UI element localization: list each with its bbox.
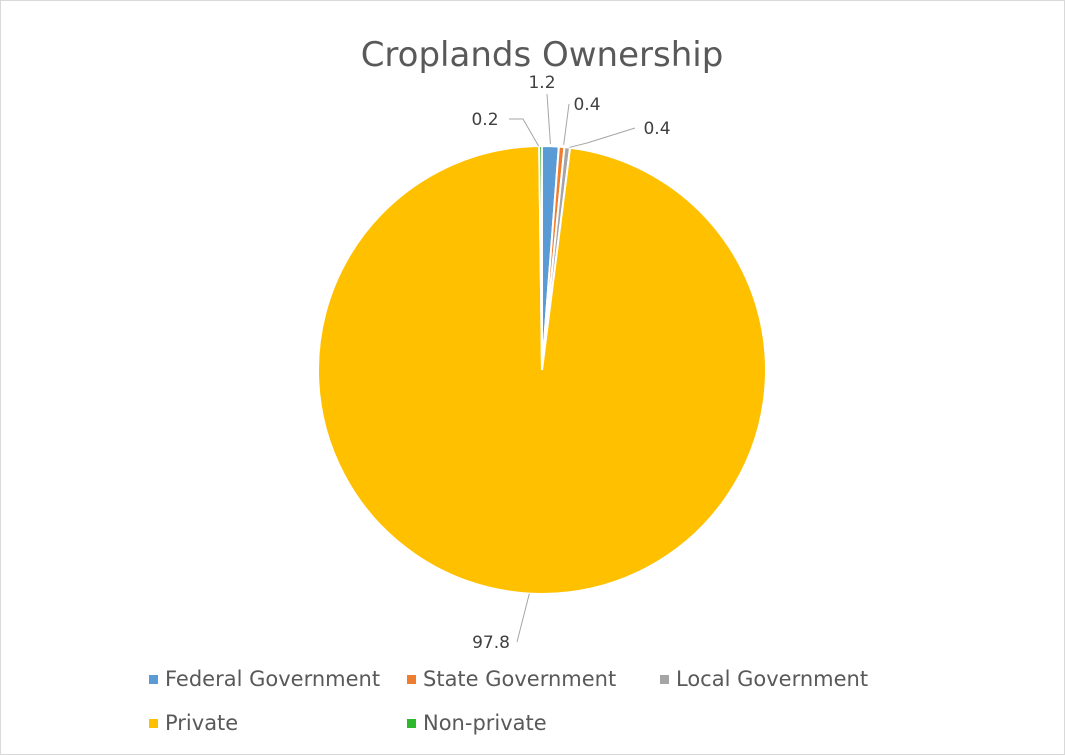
pie-slices	[317, 144, 768, 595]
chart-title: Croplands Ownership	[361, 35, 724, 75]
data-labels: 1.2 0.4 0.4 97.8 0.2	[471, 73, 670, 653]
legend-item-private: Private	[149, 711, 238, 735]
legend-label-federal-government: Federal Government	[165, 667, 380, 691]
leader-lines	[509, 93, 636, 643]
legend-swatch-state-government	[407, 675, 416, 684]
leader-line-local-government	[569, 127, 636, 148]
legend-swatch-non-private	[407, 719, 416, 728]
legend-label-local-government: Local Government	[676, 667, 868, 691]
legend-item-state-government: State Government	[407, 667, 616, 691]
legend-swatch-private	[149, 719, 158, 728]
data-label-non-private: 0.2	[471, 110, 498, 130]
legend-swatch-federal-government	[149, 675, 158, 684]
leader-line-state-government	[563, 103, 570, 145]
data-label-local-government: 0.4	[643, 119, 670, 139]
leader-line-federal-government	[546, 93, 551, 145]
legend-swatch-local-government	[660, 675, 669, 684]
legend-label-private: Private	[165, 711, 238, 735]
leader-line-non-private	[509, 118, 540, 147]
legend: Federal Government State Government Local …	[149, 667, 868, 735]
legend-item-federal-government: Federal Government	[149, 667, 380, 691]
legend-label-state-government: State Government	[423, 667, 616, 691]
data-label-federal-government: 1.2	[528, 73, 555, 93]
data-label-private: 97.8	[472, 633, 510, 653]
legend-label-non-private: Non-private	[423, 711, 547, 735]
legend-item-local-government: Local Government	[660, 667, 868, 691]
pie-slice-non-private	[538, 144, 543, 371]
data-label-state-government: 0.4	[573, 95, 600, 115]
legend-item-non-private: Non-private	[407, 711, 547, 735]
leader-line-private	[516, 593, 530, 643]
